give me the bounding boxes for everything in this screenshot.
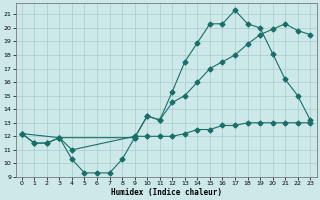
X-axis label: Humidex (Indice chaleur): Humidex (Indice chaleur) (110, 188, 221, 197)
